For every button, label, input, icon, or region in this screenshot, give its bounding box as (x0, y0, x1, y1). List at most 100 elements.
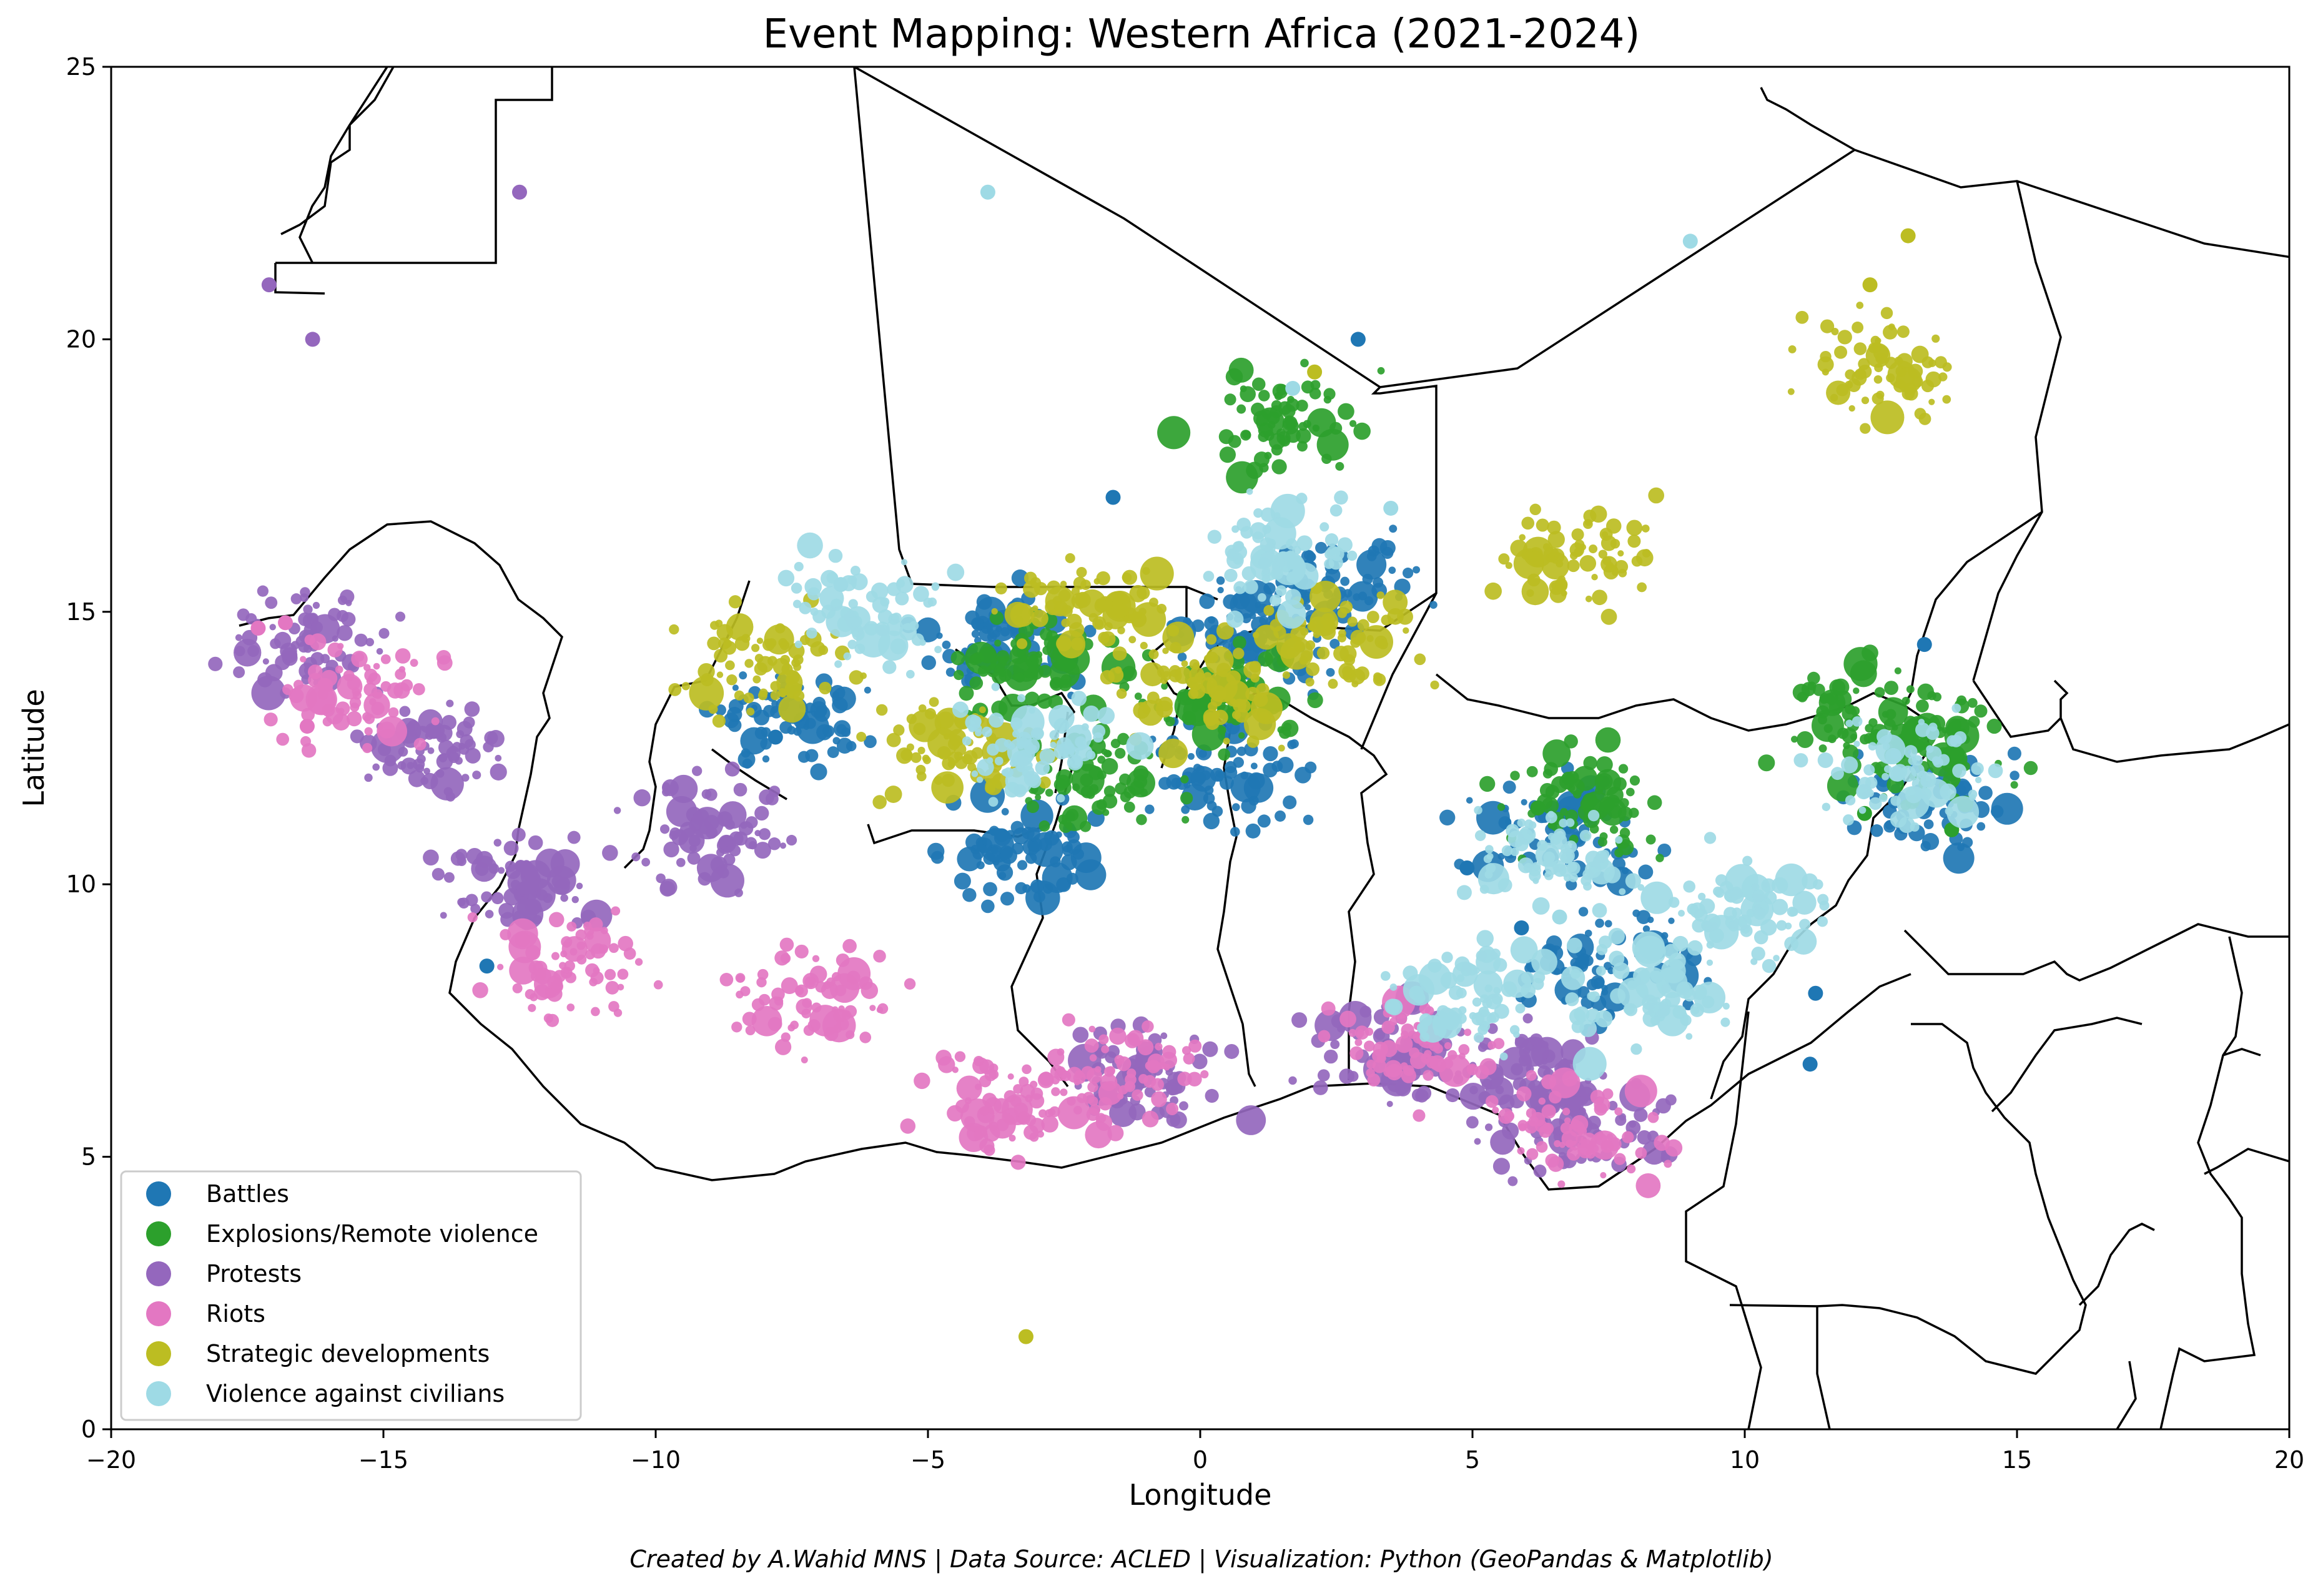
caption: Created by A.Wahid MNS | Data Source: AC… (629, 1545, 1773, 1574)
event-point (245, 613, 257, 625)
y-axis: 0 5 10 15 20 25 (66, 53, 111, 1443)
event-point (1577, 1138, 1594, 1155)
event-point (1366, 611, 1379, 623)
event-point (1389, 525, 1398, 533)
event-point (1309, 608, 1339, 636)
event-point (1845, 795, 1856, 805)
event-point (1200, 1070, 1209, 1079)
event-point (1822, 802, 1831, 811)
event-point (1161, 682, 1168, 690)
event-point (954, 1051, 966, 1062)
event-point (1004, 601, 1031, 628)
event-point (1541, 1058, 1548, 1065)
event-point (1565, 992, 1579, 1007)
event-point (829, 973, 860, 1003)
event-point (1263, 517, 1296, 550)
event-point (995, 828, 1009, 842)
event-point (467, 912, 478, 923)
x-tick-label: 20 (2274, 1446, 2304, 1474)
event-point (1911, 776, 1927, 792)
event-point (397, 761, 407, 770)
event-point (954, 872, 971, 890)
event-point (757, 691, 767, 701)
event-point (1284, 554, 1300, 570)
event-point (768, 786, 781, 797)
event-point (1038, 820, 1050, 832)
event-point (1920, 840, 1931, 852)
legend-marker (146, 1261, 171, 1286)
event-point (1093, 732, 1103, 743)
event-point (794, 640, 802, 648)
event-point (1066, 809, 1079, 822)
event-point (1337, 608, 1348, 618)
event-point (488, 863, 500, 874)
event-point (1017, 694, 1026, 702)
event-point (971, 770, 979, 777)
event-point (1010, 1155, 1026, 1170)
event-point (1160, 676, 1168, 684)
event-point (1552, 909, 1567, 925)
event-point (1559, 819, 1568, 828)
event-point (1483, 854, 1492, 864)
event-point (1561, 851, 1574, 864)
event-point (842, 938, 857, 953)
event-point (1339, 1068, 1354, 1084)
event-point (1632, 909, 1640, 917)
event-point (1252, 531, 1265, 543)
event-point (1528, 821, 1537, 829)
event-point (1775, 863, 1808, 897)
event-point (1080, 820, 1092, 832)
event-point (726, 613, 754, 641)
event-point (950, 735, 962, 747)
event-point (1817, 916, 1828, 927)
event-point (1129, 584, 1147, 603)
event-point (1122, 666, 1137, 681)
event-point (882, 660, 897, 674)
event-point (337, 643, 344, 649)
legend-box (120, 1170, 582, 1421)
event-point (732, 684, 739, 691)
x-tick-label: 0 (1193, 1446, 1208, 1474)
event-point (1086, 751, 1096, 760)
event-point (1136, 814, 1147, 825)
event-point (1787, 388, 1795, 395)
event-point (1831, 767, 1844, 781)
event-point (989, 1111, 1016, 1139)
event-point (1312, 425, 1320, 432)
event-point (832, 697, 848, 714)
event-point (563, 941, 571, 948)
event-point (485, 910, 494, 919)
event-point (1762, 958, 1777, 973)
event-point (1633, 967, 1650, 985)
event-point (1554, 1140, 1561, 1148)
event-point (994, 1098, 1009, 1114)
event-point (1035, 760, 1050, 776)
event-point (1140, 641, 1148, 650)
event-point (1349, 1046, 1364, 1060)
y-tick-label: 0 (81, 1416, 96, 1443)
event-point (1094, 619, 1104, 629)
event-point (1218, 429, 1234, 445)
event-point (1323, 388, 1336, 400)
event-point (1067, 1096, 1076, 1106)
event-point (668, 682, 682, 696)
event-point (1031, 609, 1048, 628)
event-point (290, 593, 302, 604)
event-point (959, 686, 974, 701)
event-point (1050, 678, 1061, 689)
event-point (1257, 593, 1266, 602)
event-point (962, 754, 973, 765)
event-point (1249, 612, 1256, 619)
event-point (432, 868, 445, 881)
event-point (1145, 804, 1155, 814)
event-point (1186, 677, 1198, 689)
event-point (1013, 1102, 1028, 1117)
event-point (1521, 578, 1549, 606)
event-point (1549, 586, 1567, 603)
event-point (1799, 919, 1811, 930)
event-point (850, 566, 861, 576)
event-point (1147, 1060, 1161, 1073)
event-point (1341, 666, 1353, 677)
event-point (779, 721, 792, 734)
event-point (1181, 1046, 1191, 1055)
